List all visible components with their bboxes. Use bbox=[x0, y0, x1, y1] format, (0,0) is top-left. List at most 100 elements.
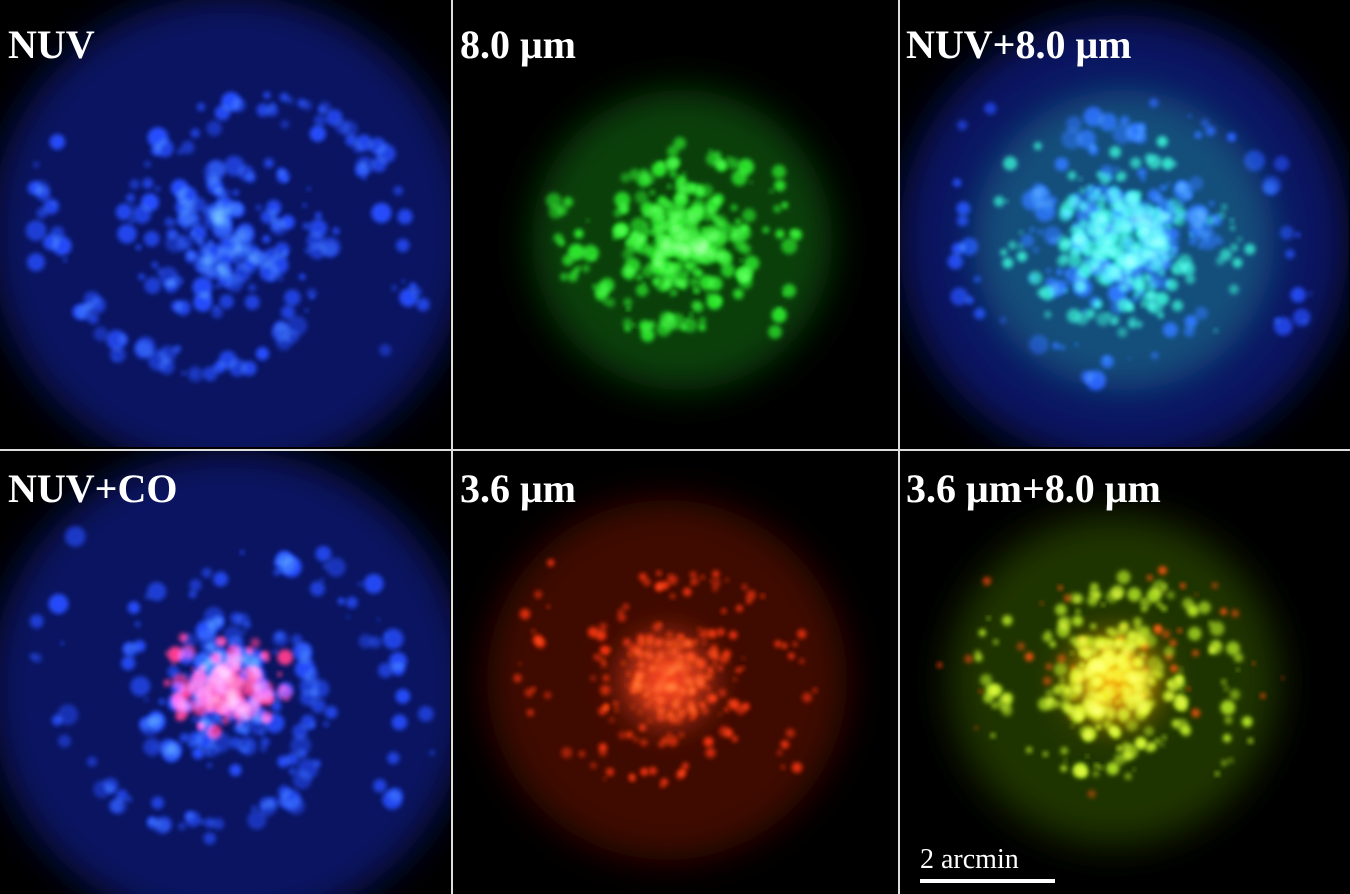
star-cluster bbox=[693, 302, 704, 313]
star-cluster bbox=[761, 594, 765, 598]
star-cluster bbox=[735, 219, 741, 225]
star-cluster bbox=[712, 570, 719, 577]
star-cluster bbox=[1198, 601, 1211, 614]
star-cluster bbox=[1160, 742, 1165, 747]
star-cluster bbox=[712, 578, 721, 587]
star-cluster bbox=[205, 206, 215, 216]
star-cluster bbox=[739, 223, 749, 233]
star-cluster bbox=[1067, 171, 1076, 180]
star-cluster bbox=[1293, 309, 1311, 327]
star-cluster bbox=[1244, 244, 1255, 255]
star-cluster bbox=[957, 215, 968, 226]
star-cluster bbox=[391, 662, 405, 676]
star-cluster bbox=[208, 241, 213, 246]
star-cluster bbox=[262, 235, 270, 243]
star-cluster bbox=[618, 613, 627, 622]
star-cluster bbox=[1060, 747, 1068, 755]
star-cluster bbox=[736, 267, 750, 281]
star-cluster bbox=[984, 102, 996, 114]
star-cluster bbox=[788, 653, 795, 660]
star-cluster bbox=[191, 129, 200, 138]
star-cluster bbox=[641, 328, 655, 342]
star-cluster bbox=[1157, 664, 1164, 671]
star-cluster bbox=[1002, 615, 1013, 626]
star-cluster bbox=[27, 253, 45, 271]
star-cluster bbox=[1205, 216, 1214, 225]
star-cluster bbox=[624, 268, 636, 280]
star-cluster bbox=[136, 244, 141, 249]
star-cluster bbox=[189, 579, 201, 591]
star-cluster bbox=[153, 716, 160, 723]
star-cluster bbox=[206, 724, 221, 739]
star-cluster bbox=[669, 289, 676, 296]
star-cluster bbox=[1303, 320, 1307, 324]
star-cluster bbox=[1181, 690, 1184, 693]
star-cluster bbox=[145, 594, 151, 600]
star-cluster bbox=[980, 674, 992, 686]
star-cluster bbox=[1057, 624, 1070, 637]
star-cluster bbox=[1102, 252, 1105, 255]
star-cluster bbox=[590, 762, 596, 768]
star-cluster bbox=[750, 181, 753, 184]
star-cluster bbox=[1089, 211, 1099, 221]
star-cluster bbox=[568, 244, 585, 261]
star-cluster bbox=[599, 623, 607, 631]
star-cluster bbox=[1126, 304, 1133, 311]
star-cluster bbox=[1029, 271, 1043, 285]
star-cluster bbox=[1072, 615, 1083, 626]
star-cluster bbox=[595, 283, 610, 298]
star-cluster bbox=[1079, 188, 1085, 194]
star-cluster bbox=[1128, 246, 1140, 258]
star-cluster bbox=[1034, 142, 1042, 150]
star-cluster bbox=[1141, 303, 1145, 307]
star-cluster bbox=[319, 102, 331, 114]
star-cluster bbox=[697, 627, 700, 630]
star-cluster bbox=[660, 241, 676, 257]
star-cluster bbox=[1116, 251, 1129, 264]
star-cluster bbox=[649, 767, 657, 775]
star-cluster bbox=[165, 217, 174, 226]
star-cluster bbox=[715, 160, 727, 172]
star-cluster bbox=[1228, 758, 1233, 763]
star-cluster bbox=[1221, 760, 1227, 766]
star-cluster bbox=[975, 654, 983, 662]
star-cluster bbox=[606, 298, 615, 307]
star-cluster bbox=[1187, 605, 1199, 617]
star-cluster bbox=[1176, 719, 1188, 731]
star-cluster bbox=[342, 121, 358, 137]
star-cluster bbox=[1057, 255, 1068, 266]
star-cluster bbox=[324, 722, 329, 727]
star-cluster bbox=[1230, 225, 1235, 230]
star-cluster bbox=[229, 764, 241, 776]
star-cluster bbox=[742, 703, 750, 711]
star-cluster bbox=[1136, 191, 1141, 196]
star-cluster bbox=[596, 655, 603, 662]
star-cluster bbox=[194, 257, 209, 272]
star-cluster bbox=[197, 103, 205, 111]
panel-label: NUV+8.0 μm bbox=[906, 22, 1131, 67]
star-cluster bbox=[188, 742, 194, 748]
star-cluster bbox=[65, 526, 86, 547]
star-cluster bbox=[243, 685, 255, 697]
star-cluster bbox=[1124, 267, 1132, 275]
star-cluster bbox=[396, 239, 409, 252]
star-cluster bbox=[721, 609, 726, 614]
star-cluster bbox=[727, 158, 738, 169]
star-cluster bbox=[299, 274, 305, 280]
star-cluster bbox=[52, 715, 63, 726]
scale-bar-label: 2 arcmin bbox=[920, 844, 1019, 875]
star-cluster bbox=[279, 797, 290, 808]
star-cluster bbox=[1044, 311, 1051, 318]
star-cluster bbox=[1117, 570, 1131, 584]
star-cluster bbox=[1133, 291, 1140, 298]
star-cluster bbox=[206, 690, 212, 696]
star-cluster bbox=[30, 614, 44, 628]
star-cluster bbox=[156, 268, 162, 274]
star-cluster bbox=[560, 273, 568, 281]
star-cluster bbox=[287, 797, 305, 815]
star-cluster bbox=[286, 97, 293, 104]
star-cluster bbox=[63, 258, 67, 262]
star-cluster bbox=[1290, 287, 1306, 303]
star-cluster bbox=[614, 222, 629, 237]
star-cluster bbox=[260, 746, 266, 752]
